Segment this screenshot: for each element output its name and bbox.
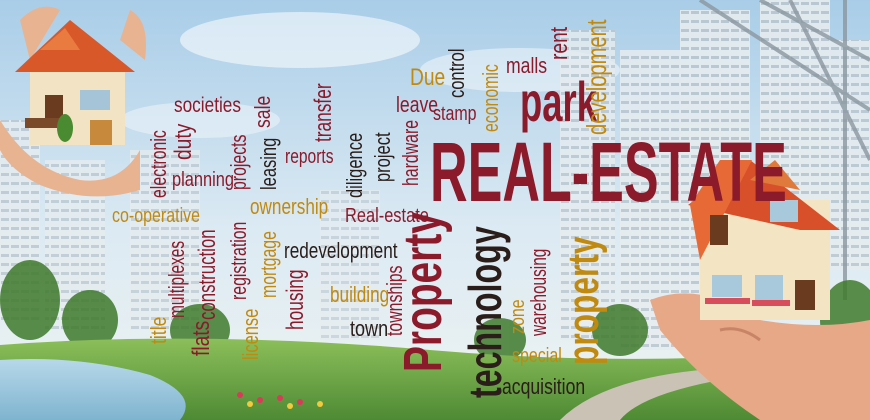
word-ownership: ownership	[250, 194, 329, 219]
word-building: building	[330, 282, 390, 307]
word-mortgage: mortgage	[256, 231, 281, 298]
word-duty: duty	[170, 123, 197, 160]
word-warehousing: warehousing	[526, 248, 551, 336]
word-park: park	[520, 70, 597, 133]
word-property-right: property	[559, 236, 608, 365]
word-zone: zone	[507, 299, 529, 334]
word-development: development	[581, 19, 612, 135]
word-town: town	[350, 316, 389, 341]
word-real-estate-small: Real-estate	[345, 205, 429, 227]
word-electronic: electronic	[146, 130, 171, 198]
word-hardware: hardware	[398, 119, 423, 186]
word-real-estate: REAL-ESTATE	[430, 125, 787, 219]
word-acquisition: acquisition	[502, 374, 586, 399]
word-multiplexes: multiplexes	[164, 240, 189, 318]
house-in-hands-icon	[0, 6, 146, 197]
house-in-hands-icon	[650, 160, 870, 420]
word-malls: malls	[506, 53, 548, 78]
word-rent: rent	[546, 26, 573, 61]
word-co-operative: co-operative	[112, 205, 201, 227]
word-license: license	[238, 308, 263, 360]
word-due: Due	[410, 64, 446, 91]
word-societies: societies	[174, 94, 241, 117]
word-technology: technology	[459, 226, 511, 398]
word-leave: leave	[396, 92, 439, 117]
word-economic: economic	[478, 64, 503, 132]
word-diligence: diligence	[342, 132, 367, 198]
word-redevelopment: redevelopment	[284, 238, 398, 263]
word-title: title	[146, 316, 171, 344]
word-transfer: transfer	[310, 83, 337, 142]
word-sale: sale	[250, 95, 275, 128]
word-stamp: stamp	[433, 103, 477, 125]
word-reports: reports	[285, 146, 334, 168]
word-special: special	[512, 345, 562, 367]
word-flats: flats	[188, 320, 215, 356]
word-construction: construction	[194, 229, 221, 320]
word-control: control	[444, 48, 469, 98]
word-project: project	[370, 132, 395, 182]
word-registration: registration	[226, 221, 251, 300]
word-housing: housing	[282, 269, 309, 330]
word-leasing: leasing	[256, 137, 281, 190]
word-planning: planning	[172, 169, 235, 191]
